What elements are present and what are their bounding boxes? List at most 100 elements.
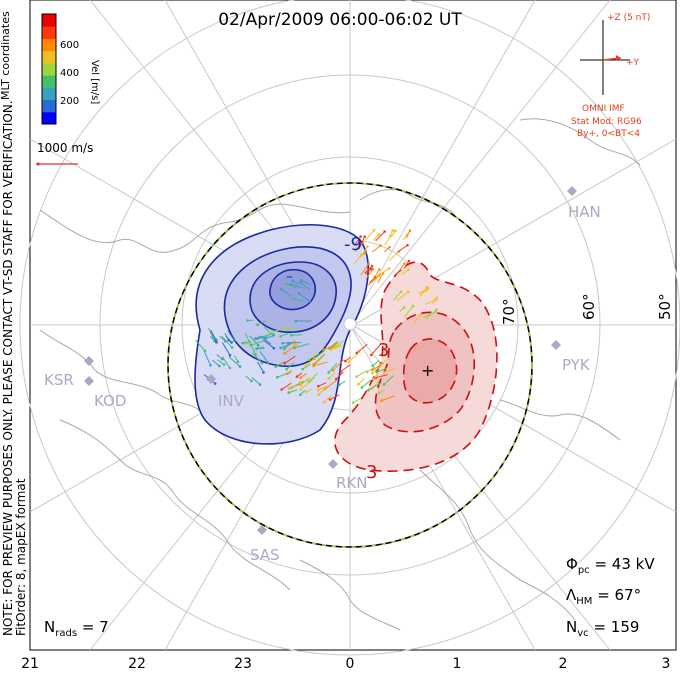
velocity-vector-origin (224, 340, 227, 343)
velocity-vector-origin (300, 279, 303, 282)
velocity-vector-origin (378, 392, 381, 395)
velocity-vector-origin (299, 377, 302, 380)
velocity-vector-origin (322, 348, 325, 351)
colorbar-tick: 200 (60, 96, 79, 107)
velocity-vector-origin (344, 360, 347, 363)
velocity-vector-origin (229, 354, 232, 357)
velocity-vector-origin (361, 386, 364, 389)
velocity-vector-origin (329, 398, 332, 401)
velocity-vector-origin (426, 286, 429, 289)
velocity-vector-origin (391, 229, 394, 232)
velocity-vector-origin (299, 388, 302, 391)
velocity-vector-origin (317, 394, 320, 397)
mlt-tick-3: 3 (662, 656, 671, 672)
stat-subscript: rads (55, 628, 77, 639)
velocity-vector-origin (292, 344, 295, 347)
mlt-tick-2: 2 (559, 656, 568, 672)
velocity-vector-origin (332, 369, 335, 372)
stat-value: = 43 kV (594, 555, 654, 573)
velocity-vector-origin (317, 389, 320, 392)
contour-label-positive: 3 (366, 462, 377, 483)
velocity-vector-origin (348, 361, 351, 364)
velocity-vector-origin (285, 283, 288, 286)
velocity-vector-origin (409, 229, 412, 232)
imf-y-label: +Y (626, 58, 639, 68)
colorbar-tick: 400 (60, 68, 79, 79)
lat-label-70: 70° (500, 298, 518, 325)
velocity-vector-origin (355, 352, 358, 355)
station-label-pyk: PYK (562, 356, 591, 374)
velocity-vector-origin (288, 387, 291, 390)
stat-value: = 159 (593, 618, 639, 636)
velocity-vector-origin (357, 383, 360, 386)
velocity-vector-origin (209, 364, 212, 367)
velocity-vector-origin (317, 385, 320, 388)
velocity-vector-origin (375, 371, 378, 374)
imf-z-label: +Z (5 nT) (607, 13, 650, 23)
scale-vector-origin (36, 162, 39, 165)
velocity-vector-origin (364, 251, 367, 254)
velocity-vector-origin (403, 262, 406, 265)
velocity-vector-origin (308, 381, 311, 384)
velocity-vector-origin (218, 365, 221, 368)
pole-marker (344, 318, 356, 330)
colorbar-segment (42, 87, 56, 100)
velocity-vector-origin (308, 358, 311, 361)
station-label-kod: KOD (94, 392, 126, 410)
contour-label-negative: -9 (344, 234, 362, 255)
stat-subscript: HM (576, 596, 592, 607)
imf-stat-mod: Stat Mod: RG96 (571, 117, 642, 127)
stat-symbol: Φ (566, 555, 578, 573)
velocity-vector-origin (254, 354, 257, 357)
velocity-vector-origin (254, 337, 257, 340)
velocity-vector-origin (419, 313, 422, 316)
velocity-vector-origin (268, 331, 271, 334)
velocity-vector-origin (371, 364, 374, 367)
velocity-vector-origin (291, 279, 294, 282)
stat-phi-pc: Φpc = 43 kV (566, 555, 655, 576)
mlt-tick-22: 22 (128, 656, 146, 672)
velocity-vector-origin (230, 341, 233, 344)
colorbar-segment (42, 51, 56, 64)
velocity-vector-origin (378, 233, 381, 236)
imf-condition: By+, 0<BT<4 (577, 129, 640, 139)
velocity-vector-origin (363, 235, 366, 238)
velocity-vector-origin (299, 394, 302, 397)
map-title: 02/Apr/2009 06:00-06:02 UT (0, 10, 680, 30)
velocity-vector-origin (340, 370, 343, 373)
velocity-vector-origin (403, 306, 406, 309)
velocity-vector-origin (378, 268, 381, 271)
velocity-vector-origin (250, 380, 253, 383)
velocity-vector-origin (279, 347, 282, 350)
velocity-vector-origin (379, 244, 382, 247)
velocity-vector-origin (372, 378, 375, 381)
velocity-vector-origin (282, 327, 285, 330)
colorbar-segment (42, 112, 56, 125)
velocity-vector-origin (383, 230, 386, 233)
lat-label-60: 60° (580, 293, 598, 320)
velocity-vector-origin (333, 347, 336, 350)
mlt-tick-21: 21 (21, 656, 39, 672)
negative-cell-marker: – (286, 269, 293, 285)
stat-lambda-hm: ΛHM = 67° (566, 586, 641, 607)
velocity-vector-origin (408, 260, 411, 263)
velocity-vector-origin (338, 383, 341, 386)
velocity-vector-origin (237, 361, 240, 364)
positive-cell-marker: + (421, 361, 434, 380)
velocity-vector-origin (434, 310, 437, 313)
velocity-vector-origin (368, 262, 371, 265)
velocity-vector-origin (283, 352, 286, 355)
velocity-vector-origin (400, 290, 403, 293)
velocity-vector-origin (292, 298, 295, 301)
velocity-vector-origin (233, 339, 236, 342)
velocity-vector-origin (295, 320, 298, 323)
velocity-vector-origin (327, 371, 330, 374)
velocity-vector-origin (229, 367, 232, 370)
station-label-ksr: KSR (44, 371, 74, 389)
velocity-vector-origin (228, 339, 231, 342)
contour-label-positive: 3 (378, 340, 389, 361)
mlt-tick-1: 1 (453, 656, 462, 672)
colorbar-segment (42, 38, 56, 51)
velocity-vector-origin (262, 371, 265, 374)
